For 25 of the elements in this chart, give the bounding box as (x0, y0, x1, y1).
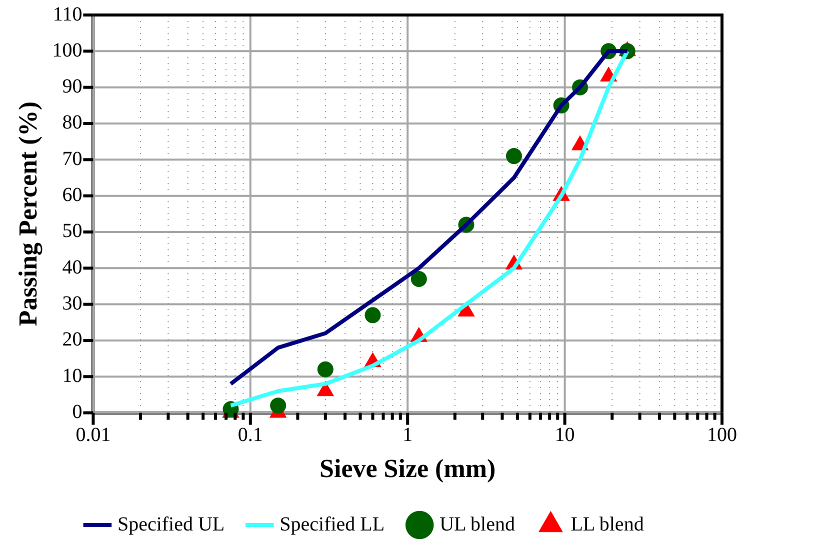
y-tick-label: 90 (62, 76, 82, 98)
x-tick-label: 0.01 (76, 424, 111, 446)
y-tick-label: 60 (62, 184, 82, 206)
y-tick-label: 0 (72, 401, 82, 424)
y-tick-label: 80 (62, 112, 82, 134)
x-tick-label: 10 (554, 424, 575, 446)
y-tick-label: 20 (62, 328, 82, 351)
point (506, 148, 522, 164)
x-axis-title: Sieve Size (mm) (320, 454, 496, 484)
x-tick-label: 0.1 (238, 424, 263, 446)
x-tick-label: 1 (402, 424, 413, 446)
y-tick-label: 30 (62, 292, 82, 315)
y-axis-title: Passing Percent (%) (13, 101, 42, 326)
legend-label: LL blend (570, 513, 644, 536)
y-tick-label: 10 (62, 364, 82, 387)
legend-label: UL blend (440, 513, 515, 536)
y-tick-label: 110 (52, 3, 82, 26)
y-tick-label: 100 (52, 39, 82, 62)
legend-label: Specified UL (117, 513, 225, 536)
legend-label: Specified LL (280, 513, 385, 536)
y-tick-label: 40 (62, 256, 82, 278)
x-tick-label: 100 (707, 424, 737, 446)
y-tick-label: 70 (62, 148, 82, 170)
point (410, 270, 427, 287)
y-tick-label: 50 (62, 220, 82, 242)
